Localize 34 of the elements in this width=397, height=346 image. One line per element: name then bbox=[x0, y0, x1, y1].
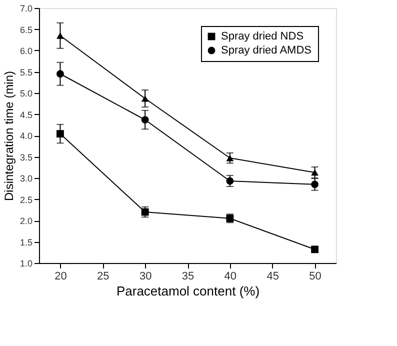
y-tick-label: 7.0 bbox=[20, 4, 32, 14]
legend-label: Spray dried AMDS bbox=[221, 44, 312, 56]
x-tick-label: 25 bbox=[97, 270, 110, 282]
point bbox=[141, 95, 149, 102]
x-tick-label: 50 bbox=[309, 270, 322, 282]
y-tick-label: 2.5 bbox=[20, 194, 32, 205]
y-tick-label: 4.0 bbox=[20, 131, 32, 141]
y-tick-label: 3.5 bbox=[20, 152, 32, 162]
point bbox=[226, 154, 234, 162]
y-tick-label: 6.5 bbox=[20, 24, 32, 35]
y-tick-label: 1.0 bbox=[20, 258, 32, 268]
point bbox=[141, 208, 149, 216]
point bbox=[226, 177, 234, 185]
x-tick-label: 40 bbox=[224, 270, 237, 282]
y-tick-label: 6.0 bbox=[20, 46, 32, 56]
point bbox=[311, 169, 318, 176]
x-tick-label: 45 bbox=[266, 270, 279, 282]
point bbox=[56, 32, 64, 39]
y-tick-label: 5.5 bbox=[20, 67, 32, 78]
y-tick-label: 1.5 bbox=[20, 237, 32, 248]
legend-label: Spray dried NDS bbox=[221, 30, 304, 42]
y-tick-label: 5.0 bbox=[20, 88, 32, 98]
y-axis-title: Disintegration time (min) bbox=[2, 70, 16, 202]
y-tick-label: 4.5 bbox=[20, 110, 32, 120]
point bbox=[141, 116, 149, 124]
y-tick-label: 2.0 bbox=[20, 216, 32, 226]
x-axis-title: Paracetamol content (%) bbox=[116, 284, 260, 298]
y-tick-label: 3.0 bbox=[20, 174, 32, 184]
point bbox=[311, 180, 318, 188]
point bbox=[56, 130, 64, 138]
x-tick-label: 35 bbox=[182, 270, 194, 282]
x-tick-label: 20 bbox=[54, 270, 67, 282]
x-tick-label: 30 bbox=[139, 270, 152, 282]
point bbox=[56, 70, 64, 78]
